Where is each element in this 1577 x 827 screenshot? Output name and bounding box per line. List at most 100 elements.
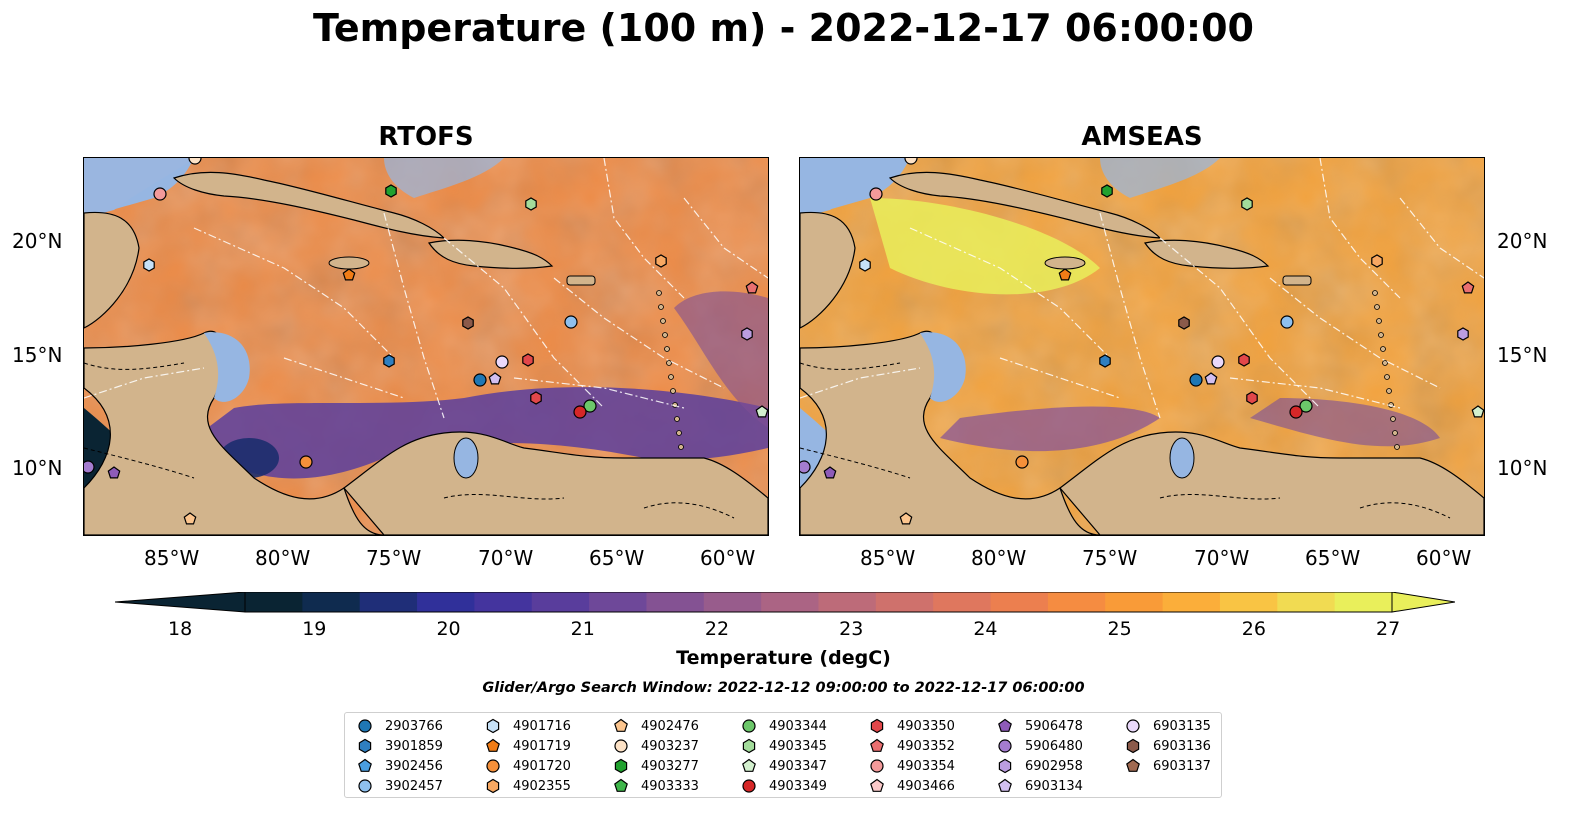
colorbar-segment [302, 592, 361, 612]
hexagon-marker-icon [486, 718, 500, 734]
circle-marker-icon [614, 739, 628, 753]
marker-4901716[interactable] [143, 258, 155, 272]
marker-4903344[interactable] [1299, 399, 1313, 413]
x-tick-label: 80°W [255, 546, 311, 570]
marker-3901859[interactable] [1099, 354, 1111, 368]
pentagon-marker-icon [998, 778, 1012, 792]
marker-3902457[interactable] [1280, 315, 1294, 329]
marker-4903352[interactable] [1461, 281, 1475, 294]
hexagon-marker-icon [742, 738, 756, 754]
legend-label: 6903137 [1153, 758, 1211, 774]
marker-3901859[interactable] [383, 354, 395, 368]
legend-item: 4903349 [741, 777, 827, 795]
colorbar-segment [531, 592, 590, 612]
colorbar-segment [818, 592, 877, 612]
marker-4901716[interactable] [859, 258, 871, 272]
marker-5906478[interactable] [823, 466, 837, 479]
marker-6903135[interactable] [495, 355, 509, 369]
marker-5906478[interactable] [107, 466, 121, 479]
marker-4903354[interactable] [869, 187, 883, 201]
figure-title: Temperature (100 m) - 2022-12-17 06:00:0… [312, 6, 1254, 50]
marker-4902476[interactable] [183, 512, 197, 525]
marker-4903277[interactable] [385, 184, 397, 198]
marker-4902355[interactable] [1371, 254, 1383, 268]
pentagon-marker-icon [486, 738, 500, 752]
marker-4903349[interactable] [1289, 405, 1303, 419]
hexagon-marker-icon [1126, 738, 1140, 754]
marker-6903135[interactable] [1211, 355, 1225, 369]
legend-label: 4903344 [769, 718, 827, 734]
marker-4901719[interactable] [342, 268, 356, 281]
legend-label: 6902958 [1025, 758, 1083, 774]
x-tick-label: 60°W [700, 546, 756, 570]
colorbar-segment [703, 592, 762, 612]
rtofs-map[interactable] [83, 157, 769, 536]
legend-item: 6903136 [1125, 737, 1211, 755]
marker-4902355[interactable] [655, 254, 667, 268]
colorbar-segment [1334, 592, 1393, 612]
y-tick-label-left: 20°N [12, 229, 63, 253]
panel-title-rtofs: RTOFS [378, 122, 474, 152]
legend-label: 4903349 [769, 778, 827, 794]
marker-4903350[interactable] [1246, 391, 1258, 405]
marker-2903766[interactable] [473, 373, 487, 387]
colorbar-max-arrow [1391, 592, 1455, 613]
x-tick-label: 70°W [1194, 546, 1250, 570]
legend-item: 4902476 [613, 717, 699, 735]
marker-4903347[interactable] [1471, 405, 1484, 418]
marker-4903354[interactable] [153, 187, 167, 201]
legend-item: 6903137 [1125, 757, 1211, 775]
pentagon-marker-icon [1126, 758, 1140, 772]
marker-2903766[interactable] [1189, 373, 1203, 387]
legend-item: 4901720 [485, 757, 571, 775]
colorbar-segment [1277, 592, 1336, 612]
marker-4903277[interactable] [1101, 184, 1113, 198]
marker-3902457[interactable] [564, 315, 578, 329]
hexagon-marker-icon [870, 718, 884, 734]
legend-item: 3902457 [357, 777, 443, 795]
x-tick-label: 80°W [971, 546, 1027, 570]
marker-4903350[interactable] [1238, 353, 1250, 367]
legend-item: 5906480 [997, 737, 1083, 755]
marker-4901720[interactable] [299, 455, 313, 469]
marker-4903347[interactable] [755, 405, 768, 418]
marker-4902476[interactable] [899, 512, 913, 525]
marker-4903237[interactable] [904, 158, 918, 165]
marker-5906480[interactable] [800, 460, 811, 474]
y-tick-label-right: 10°N [1497, 456, 1548, 480]
legend-label: 3902457 [385, 778, 443, 794]
marker-4903237[interactable] [188, 158, 202, 165]
hexagon-marker-icon [998, 758, 1012, 774]
marker-6903136[interactable] [1178, 316, 1190, 330]
marker-4903352[interactable] [745, 281, 759, 294]
panel-title-amseas: AMSEAS [1081, 122, 1203, 152]
marker-4903345[interactable] [525, 197, 537, 211]
legend-label: 2903766 [385, 718, 443, 734]
marker-4901719[interactable] [1058, 268, 1072, 281]
marker-4903344[interactable] [583, 399, 597, 413]
legend-item: 4903333 [613, 777, 699, 795]
marker-6903134[interactable] [1204, 372, 1218, 385]
marker-4903350[interactable] [530, 391, 542, 405]
marker-6903136[interactable] [462, 316, 474, 330]
marker-4903345[interactable] [1241, 197, 1253, 211]
marker-6902958[interactable] [1457, 327, 1469, 341]
pentagon-marker-icon [870, 738, 884, 752]
legend-label: 4901720 [513, 758, 571, 774]
marker-6902958[interactable] [741, 327, 753, 341]
legend-item: 4903344 [741, 717, 827, 735]
marker-4901720[interactable] [1015, 455, 1029, 469]
marker-4903349[interactable] [573, 405, 587, 419]
colorbar-segment [646, 592, 705, 612]
marker-4903350[interactable] [522, 353, 534, 367]
marker-6903134[interactable] [488, 372, 502, 385]
legend-label: 5906480 [1025, 738, 1083, 754]
marker-5906480[interactable] [84, 460, 95, 474]
x-tick-label: 70°W [478, 546, 534, 570]
colorbar-tick-label: 19 [302, 618, 327, 640]
legend-item: 4902355 [485, 777, 571, 795]
x-tick-label: 65°W [1305, 546, 1361, 570]
legend-label: 4903352 [897, 738, 955, 754]
colorbar-tick-label: 26 [1241, 618, 1266, 640]
amseas-map[interactable] [799, 157, 1485, 536]
